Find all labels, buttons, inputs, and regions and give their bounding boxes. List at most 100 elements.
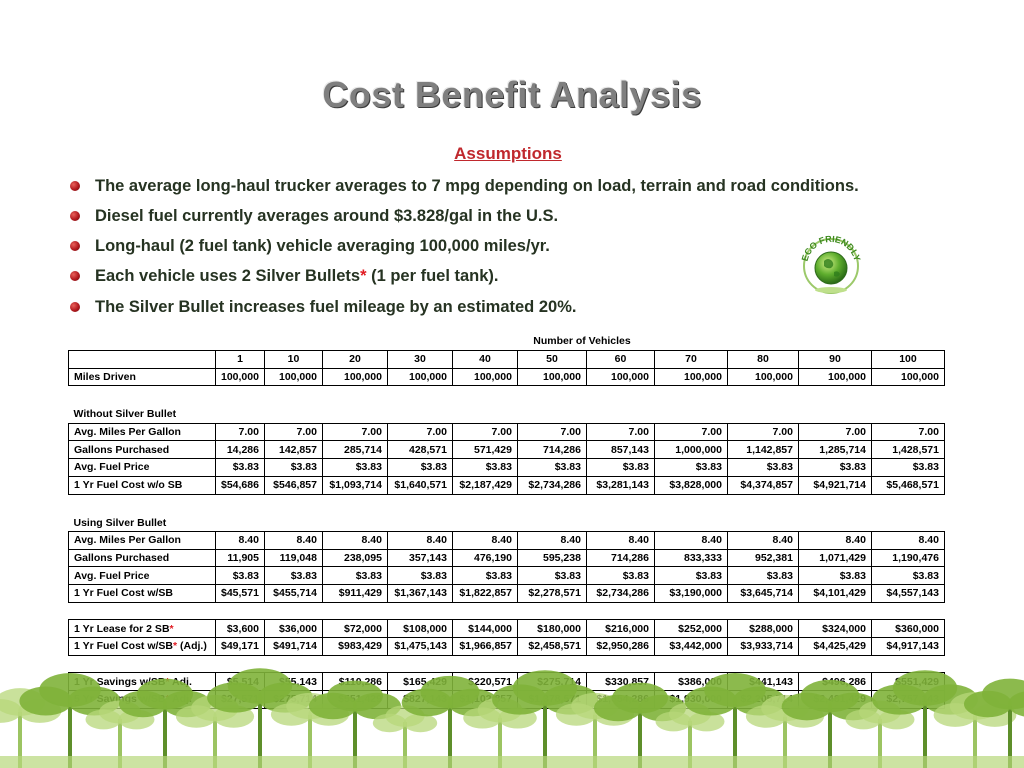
table-cell: 1,071,429 — [797, 548, 872, 568]
tree-trunk — [828, 709, 832, 768]
assumption-text: Each vehicle uses 2 Silver Bullets — [95, 267, 361, 285]
table-cell: 100,000 — [726, 367, 799, 387]
table-cell: 8.40 — [386, 530, 453, 550]
table-cell: $3.83 — [215, 566, 265, 585]
bullet-dot-icon — [70, 211, 80, 221]
table-cell: $3,190,000 — [653, 583, 728, 603]
table-cell: 100,000 — [451, 367, 518, 387]
table-cell: $1,093,714 — [321, 475, 388, 495]
table-row: Avg. Miles Per Gallon 7.00 7.00 7.00 7.00 7.0… — [68, 422, 945, 442]
table-cell: 8.40 — [516, 530, 587, 550]
table-cell: 357,143 — [386, 548, 453, 568]
table-cell: $3.83 — [263, 458, 323, 477]
table-cell: 1,000,000 — [653, 440, 728, 460]
table-cell: 100,000 — [516, 367, 587, 387]
table-row: 1 Yr Fuel Cost w/SB* (Adj.) $49,171 $491,7… — [68, 637, 945, 656]
table-row: Avg. Fuel Price $3.83 $3.83 $3.83 $3.83 $3.83… — [68, 458, 945, 477]
table-cell: 100,000 — [386, 367, 453, 387]
table-cell: $3.83 — [585, 458, 655, 477]
using-sb-row-label: Avg. Miles Per Gallon — [68, 530, 216, 550]
table-cell: 100,000 — [263, 367, 323, 387]
without-sb-row-label: Gallons Purchased — [68, 440, 216, 460]
table-cell: $3.83 — [653, 566, 728, 585]
tree-canopy — [800, 679, 860, 713]
tree-trunk — [543, 703, 547, 768]
vehicle-count-header: 50 — [516, 350, 587, 369]
assumption-bullet: Each vehicle uses 2 Silver Bullets* (1 p… — [70, 266, 970, 296]
table-cell: 7.00 — [263, 422, 323, 442]
tree-trunk — [258, 701, 262, 768]
table-cell: $72,000 — [321, 619, 388, 638]
tree-trunk — [878, 719, 882, 768]
table-cell: 714,286 — [585, 548, 655, 568]
table-cell: 8.40 — [797, 530, 872, 550]
table-cell: $1,475,143 — [386, 637, 453, 656]
table-row — [69, 386, 945, 403]
assumptions-list: The average long-haul trucker averages t… — [70, 176, 970, 327]
table-cell: $3.83 — [870, 458, 945, 477]
table-cell: $2,734,286 — [516, 475, 587, 495]
section-heading: Without Silver Bullet — [73, 408, 177, 421]
table-cell: 285,714 — [321, 440, 388, 460]
table-cell: $2,458,571 — [516, 637, 587, 656]
table-cell: $4,557,143 — [870, 583, 945, 603]
table-row: 1 10 20 30 40 50 60 70 80 90 100 — [68, 350, 945, 369]
vehicle-count-header: 10 — [263, 350, 323, 369]
tree-trunk — [68, 704, 72, 768]
tree-canopy — [420, 675, 480, 709]
table-cell: 8.40 — [451, 530, 518, 550]
tree-trunk — [638, 710, 642, 768]
table-cell: 1,190,476 — [870, 548, 945, 568]
table-cell: $455,714 — [263, 583, 323, 603]
table-cell: $216,000 — [585, 619, 655, 638]
table-cell: 8.40 — [585, 530, 655, 550]
table-cell: $983,429 — [321, 637, 388, 656]
table-cell: $288,000 — [726, 619, 799, 638]
table-cell: 7.00 — [516, 422, 587, 442]
table-cell: 7.00 — [726, 422, 799, 442]
tree-canopy — [982, 678, 1024, 710]
lease-row-label: 1 Yr Fuel Cost w/SB* (Adj.) — [68, 637, 216, 656]
table-cell: $49,171 — [215, 637, 265, 656]
table-cell: 857,143 — [585, 440, 655, 460]
tree-trunk — [733, 704, 737, 768]
table-row: 1 Yr Fuel Cost w/SB $45,571 $455,714 $911,4… — [68, 583, 945, 603]
tree-canopy — [892, 670, 958, 706]
without-sb-row-label: 1 Yr Fuel Cost w/o SB — [68, 475, 216, 495]
vehicle-count-header: 80 — [726, 350, 799, 369]
header-blank-cell — [68, 350, 216, 369]
table-cell: $3,281,143 — [585, 475, 655, 495]
table-cell: $3.83 — [516, 566, 587, 585]
table-cell: $3.83 — [321, 458, 388, 477]
assumption-bullet: The average long-haul trucker averages t… — [70, 176, 970, 206]
table-cell: 100,000 — [653, 367, 728, 387]
vehicle-count-header: 60 — [585, 350, 655, 369]
table-cell: 476,190 — [451, 548, 518, 568]
tree-trunk — [448, 705, 452, 768]
table-cell: 14,286 — [215, 440, 265, 460]
table-cell: 8.40 — [321, 530, 388, 550]
table-cell: $3.83 — [386, 566, 453, 585]
tree-canopy — [612, 682, 668, 714]
table-cell: 7.00 — [451, 422, 518, 442]
tree-trunk — [353, 708, 357, 768]
assumption-text: Diesel fuel currently averages around $3… — [95, 207, 559, 225]
table-cell: $4,425,429 — [797, 637, 872, 656]
assumption-bullet: The Silver Bullet increases fuel mileage… — [70, 297, 970, 327]
vehicle-count-header: 90 — [797, 350, 872, 369]
table-cell: $3,933,714 — [726, 637, 799, 656]
vehicle-count-header: 1 — [215, 350, 265, 369]
without-sb-row-label: Avg. Miles Per Gallon — [68, 422, 216, 442]
assumptions-heading: Assumptions — [454, 144, 562, 163]
table-cell: $911,429 — [321, 583, 388, 603]
tree-trunk — [308, 715, 312, 768]
table-cell: 8.40 — [653, 530, 728, 550]
miles-driven-label: Miles Driven — [68, 367, 216, 387]
table-cell: $1,640,571 — [386, 475, 453, 495]
table-cell: 714,286 — [516, 440, 587, 460]
table-cell: $2,278,571 — [516, 583, 587, 603]
vehicle-count-header: 20 — [321, 350, 388, 369]
table-cell: $4,921,714 — [797, 475, 872, 495]
table-cell: $4,101,429 — [797, 583, 872, 603]
table-cell: $45,571 — [215, 583, 265, 603]
